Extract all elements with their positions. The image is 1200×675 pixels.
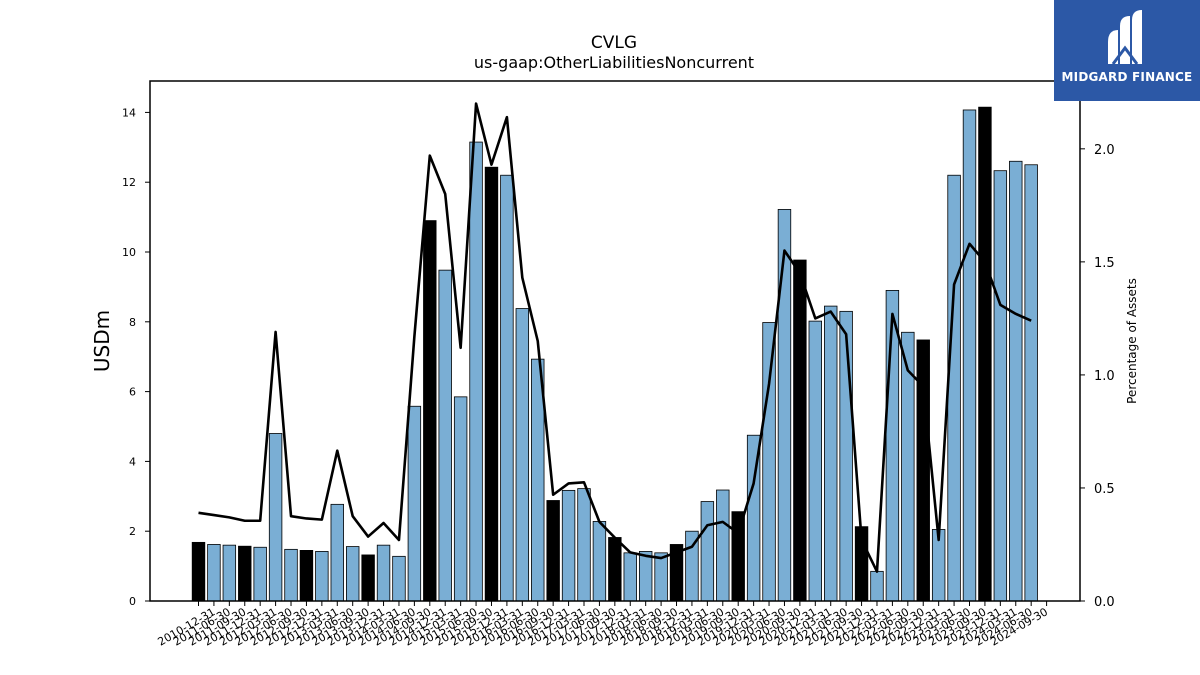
bar (500, 174, 514, 602)
bar-group (191, 106, 1038, 602)
bar (546, 500, 560, 602)
bar (361, 554, 375, 602)
y-tick-label: 6 (129, 386, 136, 399)
bar (469, 141, 483, 602)
bar (700, 501, 715, 602)
y-axis-left: 0 2 4 6 8 10 12 14 (122, 106, 150, 608)
y2-tick-label: 2.0 (1094, 143, 1115, 158)
bar (916, 339, 930, 602)
bar (376, 544, 391, 602)
chart-subtitle: us-gaap:OtherLiabilitiesNoncurrent (474, 53, 754, 72)
series-line (198, 102, 1032, 573)
bar (561, 489, 576, 602)
y2-tick-label: 1.5 (1094, 256, 1115, 271)
y-tick-label: 2 (129, 525, 136, 538)
y2-tick-label: 1.0 (1094, 369, 1115, 384)
bar (993, 170, 1008, 602)
bar (238, 545, 252, 602)
y2-tick-label: 0.5 (1094, 482, 1115, 497)
bar (284, 548, 298, 602)
bar (731, 511, 745, 602)
bar (392, 555, 406, 602)
bar (453, 396, 468, 602)
y-tick-label: 8 (129, 316, 136, 329)
bar (777, 209, 792, 602)
logo-text: MIDGARD FINANCE (1061, 70, 1193, 84)
bar (947, 174, 961, 602)
bar (299, 550, 314, 602)
bar (253, 546, 267, 602)
bar (315, 551, 329, 602)
bar (962, 109, 977, 602)
bar (191, 541, 206, 602)
y-tick-label: 12 (122, 176, 136, 189)
bar (623, 552, 637, 602)
bar (515, 308, 530, 602)
bar (638, 551, 653, 602)
bar (407, 405, 422, 602)
y2-axis-label: Percentage of Assets (1125, 278, 1139, 404)
y2-tick-label: 0.0 (1094, 595, 1115, 610)
line-group (198, 102, 1032, 573)
bar (438, 269, 452, 602)
midgard-logo-icon (1108, 10, 1142, 65)
bar (1024, 164, 1038, 602)
y-tick-label: 14 (122, 106, 136, 119)
bar (345, 546, 360, 602)
bar (608, 537, 622, 602)
bar (762, 322, 776, 602)
bar (885, 289, 900, 602)
bar (592, 521, 607, 602)
bar (207, 544, 221, 602)
bar (839, 310, 853, 602)
chart-title: CVLG (591, 33, 637, 53)
y-tick-label: 0 (129, 595, 136, 608)
bar (222, 544, 237, 602)
bar (484, 166, 499, 602)
bar (423, 220, 437, 602)
y-axis-label: USDm (90, 310, 114, 372)
bar (793, 259, 807, 602)
y-tick-label: 4 (129, 455, 136, 468)
bar (716, 489, 730, 602)
bar (870, 570, 884, 602)
y-tick-label: 10 (122, 246, 136, 259)
bar (654, 552, 668, 602)
y-axis-right: 0.0 0.5 1.0 1.5 2.0 (1080, 143, 1115, 610)
bar (978, 106, 992, 602)
bar (901, 331, 915, 602)
x-axis: 2010-12-312011-06-302011-09-302011-12-31… (156, 601, 1050, 649)
bar (330, 503, 344, 602)
bar (824, 305, 838, 602)
bar (577, 488, 591, 602)
bar (808, 320, 823, 602)
bar (1009, 160, 1023, 602)
midgard-finance-logo: MIDGARD FINANCE (1054, 0, 1200, 101)
bar (268, 433, 283, 602)
